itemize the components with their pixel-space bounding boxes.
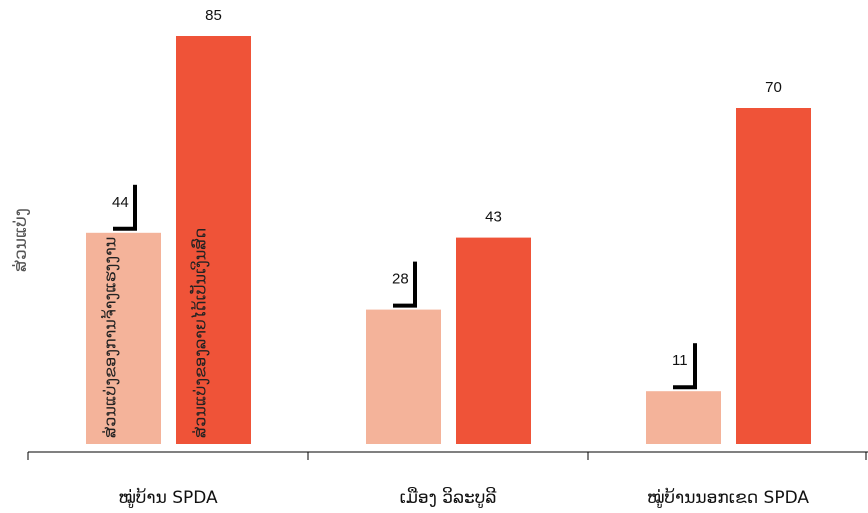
data-label: 28	[392, 271, 409, 288]
bar	[86, 233, 161, 444]
x-tick-label: ໝູ່ບ້ານນອກເຂດ SPDA	[647, 487, 809, 508]
x-tick-label: ໝູ່ບ້ານ SPDA	[118, 487, 218, 508]
x-tick-label: ເມືອງ ວິລະບູລີ	[400, 487, 497, 508]
bar	[366, 310, 441, 444]
series-name-label: ສ່ວນແບ່ງຂອງການຈ້າງແຮງງານ	[100, 237, 119, 438]
y-axis-title: ສ່ວນແບ່ງ	[11, 208, 31, 272]
bar	[176, 36, 251, 444]
data-label: 11	[672, 352, 688, 369]
x-axis: ໝູ່ບ້ານ SPDA ເມືອງ ວິລະບູລີ ໝູ່ບ້ານນອກເຂດ …	[28, 452, 868, 508]
data-label: 85	[205, 7, 222, 24]
bar	[646, 391, 721, 444]
series-name-label: ສ່ວນແບ່ງຂອງລາຍໄດ້ເປັນເງິນສົດ	[189, 228, 210, 438]
bar	[736, 108, 811, 444]
data-label: 44	[112, 194, 129, 211]
data-label: 70	[765, 79, 782, 96]
bar	[456, 238, 531, 444]
data-label: 43	[485, 209, 502, 226]
